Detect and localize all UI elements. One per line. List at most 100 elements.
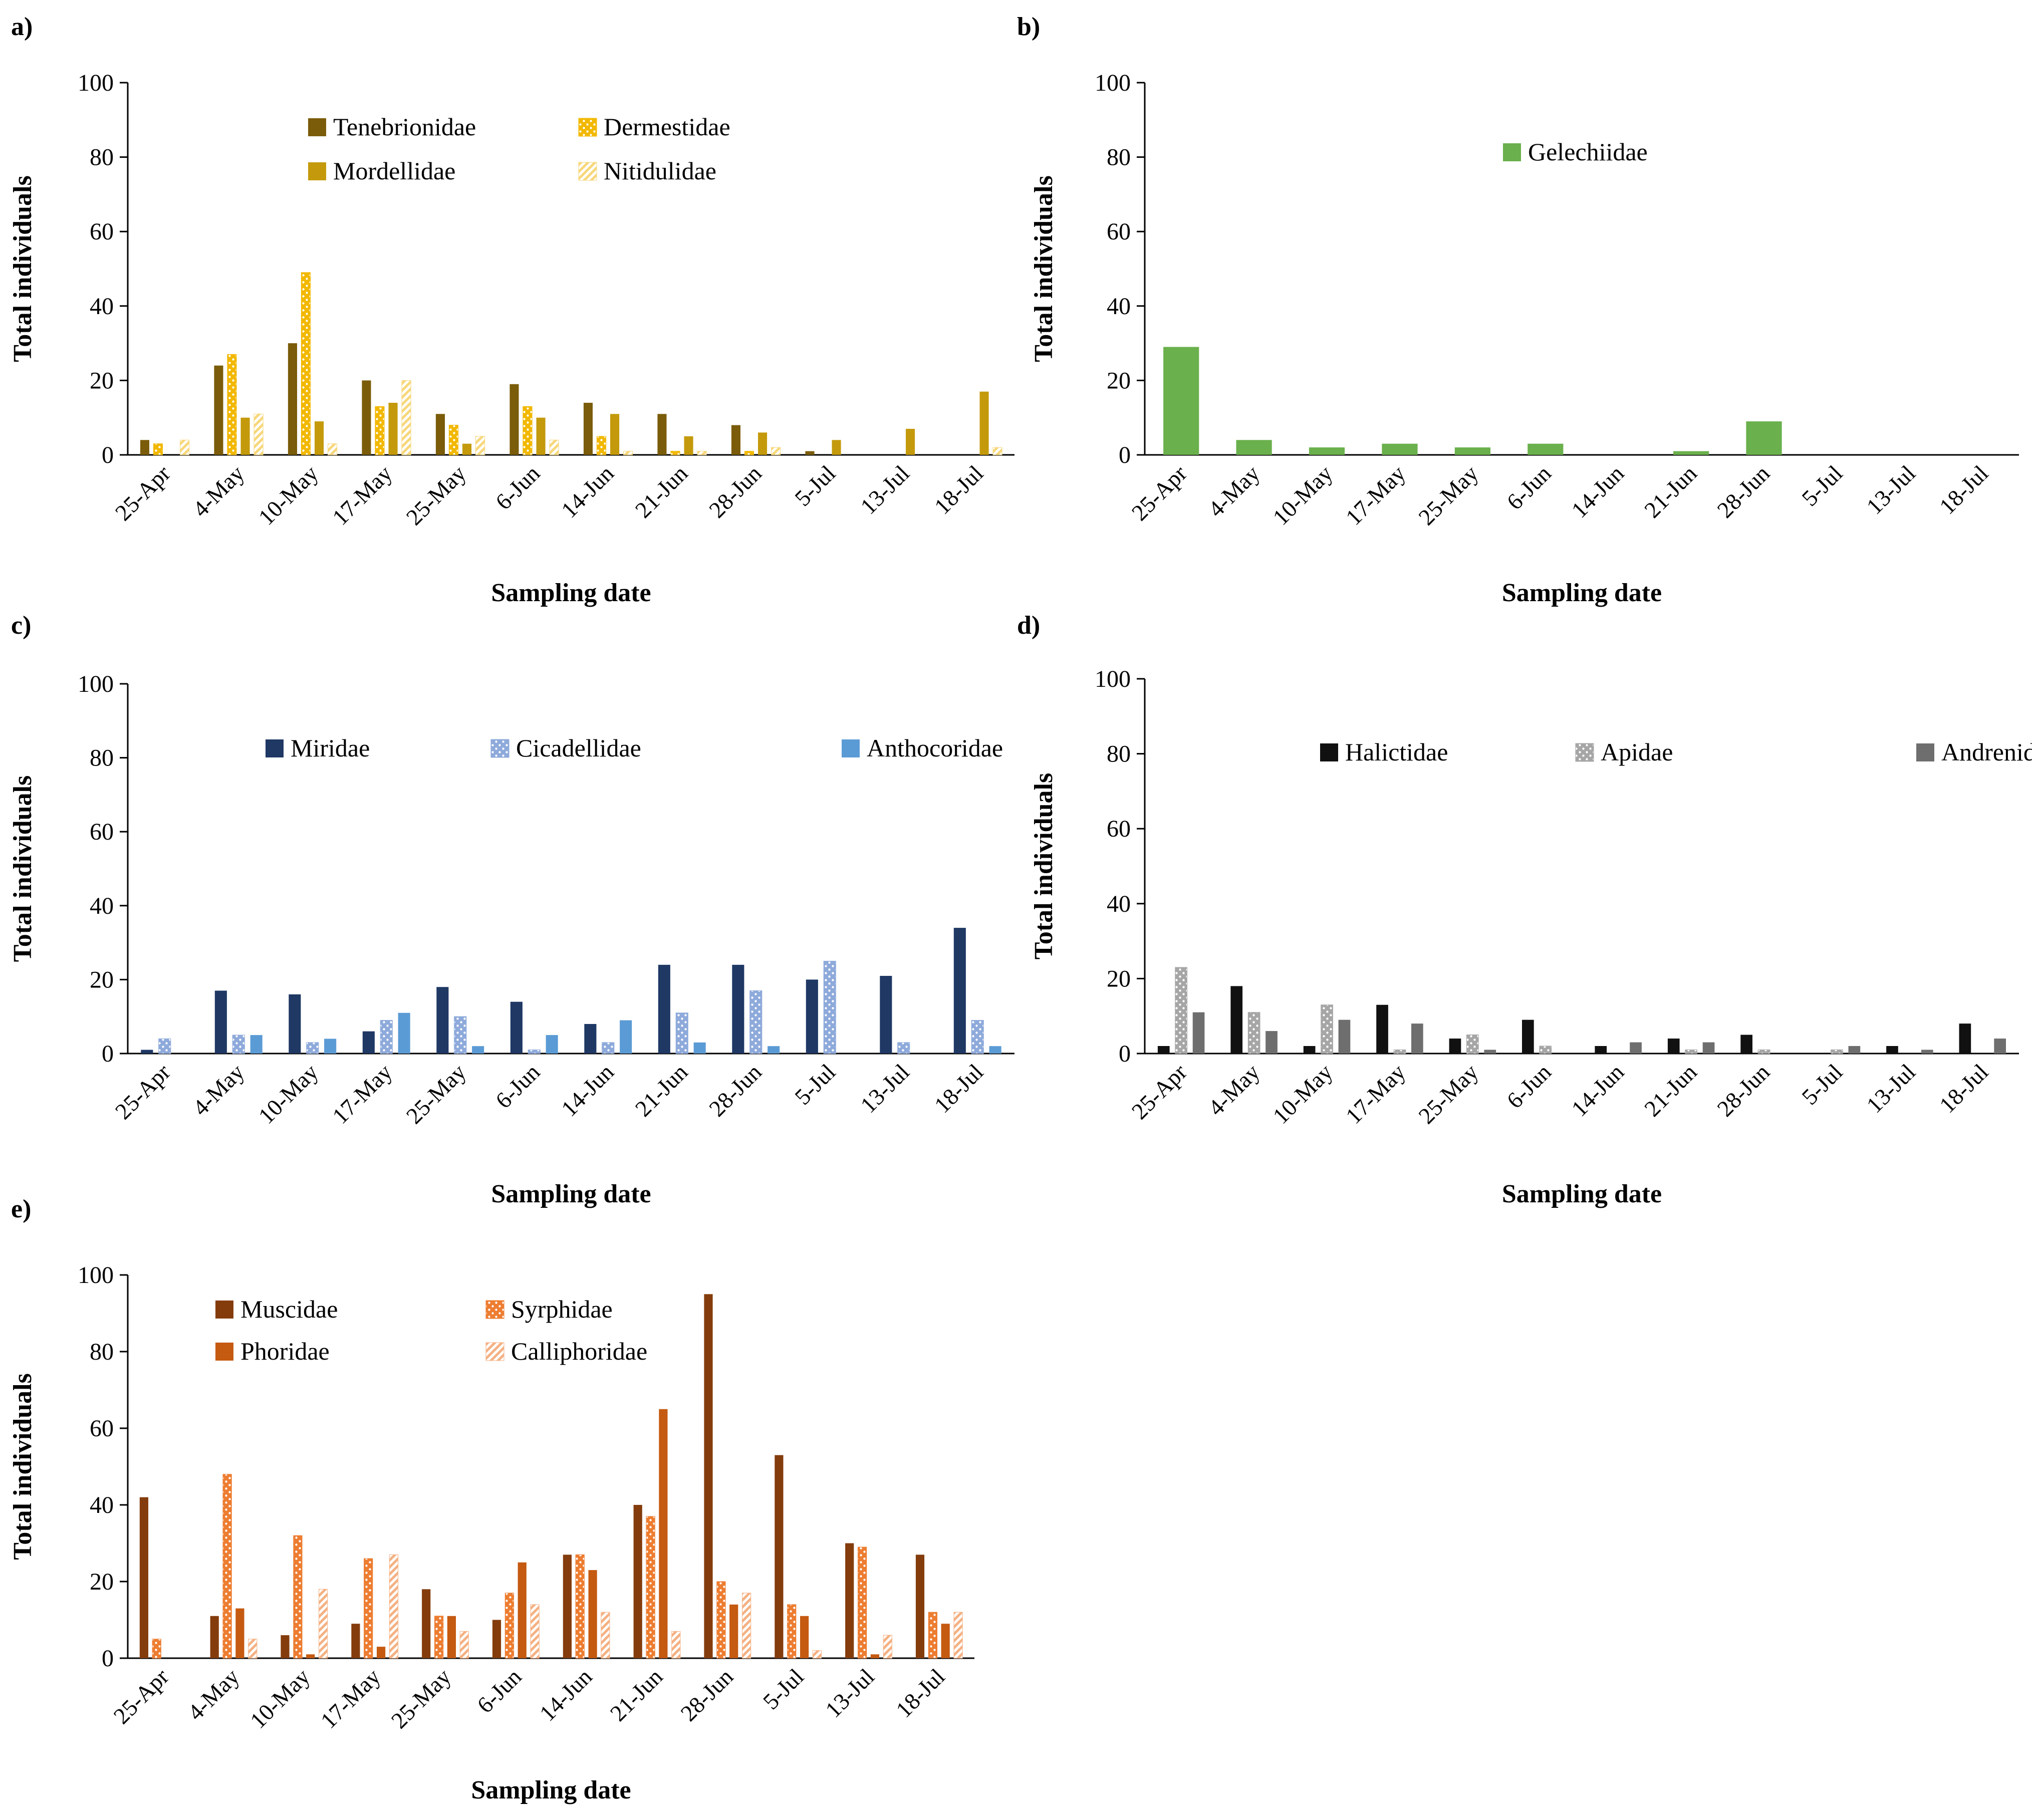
bar-phoridae-17-may xyxy=(377,1647,386,1658)
y-tick-label: 80 xyxy=(1107,741,1131,767)
x-tick-label: 4-May xyxy=(188,1059,249,1121)
legend-swatch-apidae xyxy=(1575,743,1594,762)
bar-anthocoridae-6-jun xyxy=(546,1035,558,1054)
bar-halictidae-10-may xyxy=(1303,1046,1316,1054)
bar-mordellidae-13-jul xyxy=(906,429,915,455)
bar-phoridae-4-may xyxy=(235,1608,244,1658)
x-tick-label: 25-May xyxy=(1413,460,1483,530)
y-axis-title: Total individuals xyxy=(1030,175,1058,362)
bar-tenebrionidae-28-jun xyxy=(731,425,740,455)
x-tick-label: 5-Jul xyxy=(758,1664,809,1714)
x-axis-title: Sampling date xyxy=(491,1180,651,1208)
bar-phoridae-6-jun xyxy=(518,1562,527,1659)
panel-e: e) 0 20 40 60 80 100 Total individuals 25-Apr 4-M… xyxy=(9,1195,974,1804)
bar-cicadellidae-21-jun xyxy=(675,1012,688,1054)
bar-anthocoridae-17-may xyxy=(398,1012,410,1054)
bar-syrphidae-21-jun xyxy=(646,1516,655,1659)
x-tick-label: 5-Jul xyxy=(1797,460,1847,511)
x-tick-label: 14-Jun xyxy=(1567,1059,1629,1122)
bar-muscidae-21-jun xyxy=(633,1505,642,1658)
bar-cicadellidae-25-may xyxy=(454,1016,467,1054)
legend-label-dermestidae: Dermestidae xyxy=(604,113,730,141)
bar-miridae-25-may xyxy=(436,987,449,1054)
bar-andrenidae-14-jun xyxy=(1630,1042,1642,1054)
bar-muscidae-25-may xyxy=(422,1589,431,1658)
legend-label-andrenidae: Andrenidae xyxy=(1941,738,2032,766)
x-tick-label: 28-Jun xyxy=(704,460,767,523)
bar-calliphoridae-17-may xyxy=(389,1554,398,1659)
bar-tenebrionidae-4-may xyxy=(214,365,223,455)
bar-phoridae-10-may xyxy=(306,1654,315,1658)
legend-label-tenebrionidae: Tenebrionidae xyxy=(333,113,476,141)
x-tick-label: 18-Jul xyxy=(891,1664,949,1722)
bar-tenebrionidae-5-jul xyxy=(805,451,815,455)
bar-muscidae-4-may xyxy=(210,1616,219,1658)
bar-miridae-18-jul xyxy=(953,928,966,1054)
bar-syrphidae-17-may xyxy=(364,1558,373,1659)
y-tick-label: 0 xyxy=(102,1041,114,1067)
bar-miridae-17-may xyxy=(362,1031,375,1054)
bar-syrphidae-14-jun xyxy=(575,1554,585,1659)
legend-swatch-mordellidae xyxy=(308,162,326,180)
bar-mordellidae-17-may xyxy=(388,403,398,455)
bar-syrphidae-25-may xyxy=(434,1616,444,1659)
x-tick-label: 6-Jun xyxy=(490,460,545,514)
bar-syrphidae-13-jul xyxy=(858,1546,867,1659)
bar-calliphoridae-28-jun xyxy=(742,1593,751,1659)
bar-andrenidae-25-apr xyxy=(1192,1012,1205,1054)
bar-anthocoridae-18-jul xyxy=(989,1046,1001,1054)
bar-muscidae-10-may xyxy=(281,1635,290,1658)
y-tick-label: 40 xyxy=(1107,891,1131,917)
bar-apidae-17-may xyxy=(1393,1050,1406,1054)
x-tick-label: 21-Jun xyxy=(630,1059,693,1122)
y-tick-label: 20 xyxy=(1107,965,1131,992)
x-tick-label: 25-May xyxy=(386,1664,456,1733)
legend-label-nitidulidae: Nitidulidae xyxy=(604,157,716,185)
x-tick-label: 13-Jul xyxy=(1862,1059,1920,1118)
bar-dermestidae-10-may xyxy=(301,272,311,455)
y-tick-label: 20 xyxy=(90,966,114,993)
bar-andrenidae-21-jun xyxy=(1702,1042,1715,1054)
bar-calliphoridae-13-jul xyxy=(883,1635,892,1659)
bar-phoridae-28-jun xyxy=(729,1604,738,1658)
x-tick-label: 13-Jul xyxy=(855,460,914,519)
bar-tenebrionidae-21-jun xyxy=(657,414,667,455)
bar-cicadellidae-28-jun xyxy=(749,990,763,1054)
panel-a: a) 0 20 40 60 80 100 Total individuals 25-Apr 4-M… xyxy=(9,13,1014,607)
panel-d: d) 0 20 40 60 80 100 Total individuals 25-Apr 4-M… xyxy=(1017,611,2032,1208)
y-tick-label: 0 xyxy=(102,442,114,468)
bar-cicadellidae-17-may xyxy=(380,1020,393,1054)
x-tick-label: 28-Jun xyxy=(1712,460,1774,523)
y-tick-label: 40 xyxy=(90,1492,114,1518)
x-tick-label: 14-Jun xyxy=(556,460,619,523)
bar-anthocoridae-14-jun xyxy=(620,1020,632,1054)
x-tick-label: 10-May xyxy=(253,460,323,530)
x-tick-label: 6-Jun xyxy=(472,1664,526,1718)
bar-phoridae-14-jun xyxy=(588,1570,597,1658)
bar-muscidae-6-jun xyxy=(492,1620,501,1658)
y-tick-label: 60 xyxy=(90,218,114,245)
x-tick-label: 17-May xyxy=(327,1059,397,1129)
legend-swatch-phoridae xyxy=(215,1343,233,1361)
y-tick-label: 0 xyxy=(1119,1041,1131,1067)
x-tick-label: 14-Jun xyxy=(1567,460,1629,523)
x-tick-label: 5-Jul xyxy=(790,460,840,511)
bar-cicadellidae-13-jul xyxy=(897,1042,910,1054)
x-tick-label: 5-Jul xyxy=(790,1059,840,1110)
bar-gelechiidae-10-may xyxy=(1309,447,1345,455)
bar-gelechiidae-25-apr xyxy=(1163,347,1199,455)
bar-halictidae-25-apr xyxy=(1157,1046,1170,1054)
bar-cicadellidae-5-jul xyxy=(823,961,836,1054)
legend-swatch-calliphoridae xyxy=(485,1342,504,1361)
bar-syrphidae-6-jun xyxy=(504,1593,514,1659)
x-tick-label: 13-Jul xyxy=(820,1664,879,1722)
bar-halictidae-21-jun xyxy=(1667,1038,1680,1054)
bar-cicadellidae-4-may xyxy=(232,1034,245,1054)
x-tick-label: 13-Jul xyxy=(1862,460,1920,519)
bar-syrphidae-18-jul xyxy=(928,1612,938,1659)
bar-andrenidae-10-may xyxy=(1338,1019,1351,1054)
bar-anthocoridae-21-jun xyxy=(693,1042,706,1054)
x-tick-label: 25-Apr xyxy=(108,1664,173,1729)
y-tick-label: 100 xyxy=(78,671,114,697)
bar-gelechiidae-21-jun xyxy=(1673,451,1709,455)
